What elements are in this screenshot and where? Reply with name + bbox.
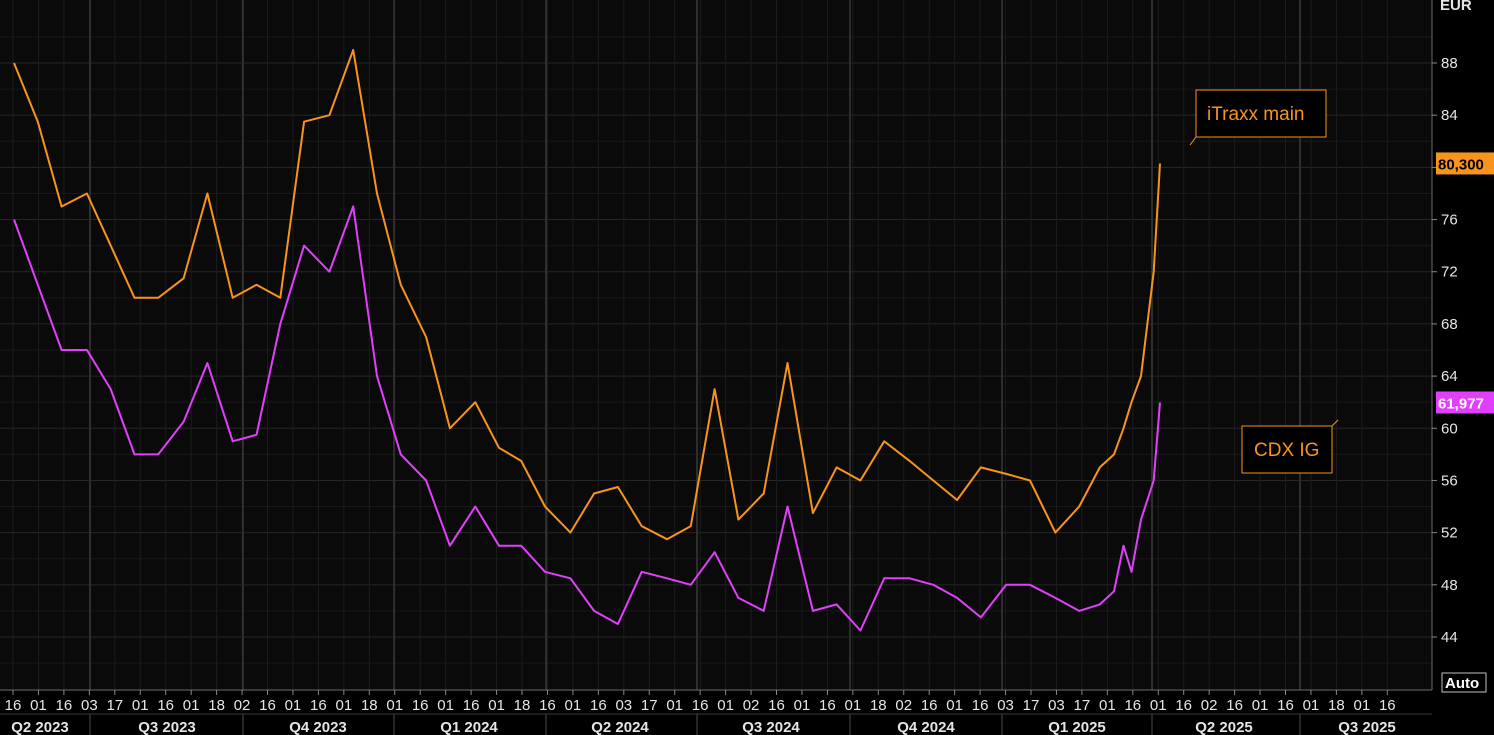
x-day-label: 01 (1099, 697, 1116, 714)
x-day-label: 17 (641, 697, 658, 714)
x-day-label: 16 (1226, 697, 1243, 714)
x-day-label: 17 (1074, 697, 1091, 714)
x-day-label: 01 (386, 697, 403, 714)
x-day-label: 01 (30, 697, 47, 714)
x-day-label: 16 (412, 697, 429, 714)
x-day-label: 16 (539, 697, 556, 714)
x-day-label: 17 (106, 697, 123, 714)
x-day-label: 18 (208, 697, 225, 714)
x-day-label: 16 (1277, 697, 1294, 714)
x-day-label: 01 (285, 697, 302, 714)
x-day-label: 16 (1379, 697, 1396, 714)
x-day-label: 18 (514, 697, 531, 714)
y-tick-label: 64 (1441, 368, 1458, 385)
x-day-label: 01 (488, 697, 505, 714)
itraxx-callout-label: iTraxx main (1207, 104, 1304, 125)
auto-range-label: Auto (1445, 675, 1479, 692)
x-day-label: 01 (1303, 697, 1320, 714)
x-day-label: 16 (310, 697, 327, 714)
x-day-label: 01 (666, 697, 683, 714)
x-quarter-label: Q4 2024 (897, 719, 955, 735)
x-axis-day-ticks: 16 01 16 03 17 01 16 01 18 02 16 01 16 01 18 01 16 01 16 01… (5, 690, 1396, 714)
x-day-label: 16 (463, 697, 480, 714)
y-tick-label: 68 (1441, 316, 1458, 333)
x-day-label: 16 (921, 697, 938, 714)
series-layer (13, 49, 1161, 632)
y-tick-label: 56 (1441, 472, 1458, 489)
x-day-label: 01 (565, 697, 582, 714)
x-day-label: 01 (132, 697, 149, 714)
x-axis-quarter-labels: Q2 2023 Q3 2023 Q4 2023 Q1 2024 Q2 2024 Q3 20… (11, 714, 1396, 735)
auto-range-button[interactable]: Auto (1441, 672, 1487, 693)
x-quarter-label: Q4 2023 (289, 719, 347, 735)
x-quarter-label: Q3 2024 (742, 719, 800, 735)
itraxx-last-value: 80,300 (1438, 156, 1484, 173)
x-day-label: 16 (692, 697, 709, 714)
x-day-label: 16 (1175, 697, 1192, 714)
x-day-label: 16 (590, 697, 607, 714)
x-day-label: 01 (794, 697, 811, 714)
cdx-callout: CDX IG (1241, 419, 1339, 474)
x-quarter-label: Q3 2023 (138, 719, 196, 735)
x-day-label: 01 (336, 697, 353, 714)
y-axis-unit: EUR (1440, 0, 1472, 14)
x-quarter-label: Q3 2025 (1338, 719, 1396, 735)
y-tick-label: 48 (1441, 577, 1458, 594)
x-day-label: 16 (259, 697, 276, 714)
x-quarter-label: Q1 2025 (1048, 719, 1106, 735)
x-day-label: 03 (81, 697, 98, 714)
y-tick-label: 72 (1441, 264, 1458, 281)
x-day-label: 01 (717, 697, 734, 714)
x-day-label: 18 (870, 697, 887, 714)
itraxx-last-value-flag: 80,300 (1436, 152, 1494, 175)
x-day-label: 16 (819, 697, 836, 714)
x-day-label: 02 (895, 697, 912, 714)
x-day-label: 01 (183, 697, 200, 714)
x-day-label: 03 (1048, 697, 1065, 714)
y-tick-label: 76 (1441, 212, 1458, 229)
y-tick-label: 44 (1441, 629, 1458, 646)
gridlines (0, 0, 1432, 690)
x-day-label: 02 (743, 697, 760, 714)
x-day-label: 01 (437, 697, 454, 714)
quarter-separators (89, 0, 1301, 690)
x-day-label: 16 (56, 697, 73, 714)
cdx-last-value-flag: 61,977 (1436, 391, 1494, 414)
x-quarter-label: Q1 2024 (440, 719, 498, 735)
x-day-label: 16 (972, 697, 989, 714)
x-quarter-label: Q2 2025 (1195, 719, 1253, 735)
x-quarter-label: Q2 2023 (11, 719, 69, 735)
x-day-label: 01 (946, 697, 963, 714)
x-day-label: 01 (1150, 697, 1167, 714)
x-day-label: 02 (1201, 697, 1218, 714)
x-day-label: 16 (157, 697, 174, 714)
y-tick-label: 60 (1441, 420, 1458, 437)
y-tick-label: 84 (1441, 107, 1458, 124)
itraxx-main-line (13, 49, 1161, 541)
x-day-label: 01 (1354, 697, 1371, 714)
x-day-label: 18 (1328, 697, 1345, 714)
x-quarter-label: Q2 2024 (591, 719, 649, 735)
x-day-label: 03 (615, 697, 632, 714)
itraxx-callout: iTraxx main (1189, 89, 1327, 146)
y-tick-label: 88 (1441, 55, 1458, 72)
y-tick-label: 52 (1441, 525, 1458, 542)
x-day-label: 03 (997, 697, 1014, 714)
x-day-label: 16 (768, 697, 785, 714)
x-day-label: 17 (1023, 697, 1040, 714)
x-day-label: 01 (845, 697, 862, 714)
cdx-ig-line (13, 205, 1161, 632)
x-day-label: 01 (1252, 697, 1269, 714)
cdx-last-value: 61,977 (1438, 395, 1484, 412)
x-day-label: 02 (234, 697, 251, 714)
cdx-callout-label: CDX IG (1254, 440, 1319, 461)
x-day-label: 16 (5, 697, 22, 714)
x-day-label: 18 (361, 697, 378, 714)
y-axis-ticks: 444852566064687276808488 (1432, 55, 1458, 646)
x-day-label: 16 (1124, 697, 1141, 714)
